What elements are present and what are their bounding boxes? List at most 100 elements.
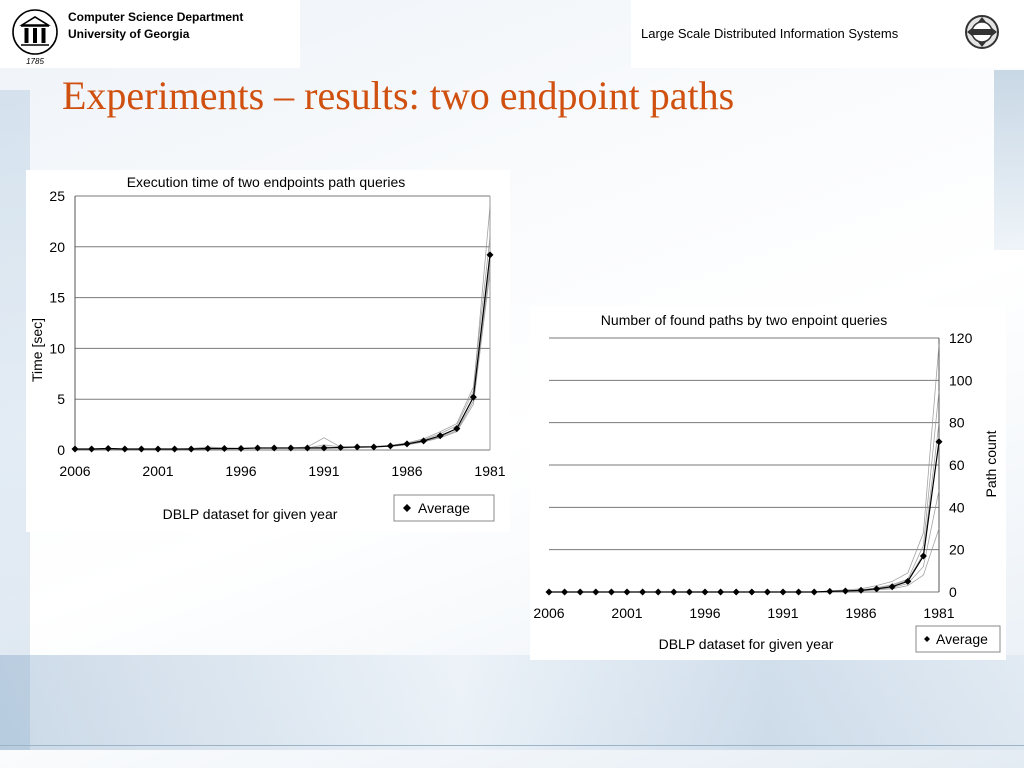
chart2-average-point [873,585,881,593]
chart1-x-tick-label: 2006 [59,463,90,479]
chart1-y-tick-label: 15 [49,290,65,306]
path-count-chart-svg: Number of found paths by two enpoint que… [533,312,1001,653]
chart1-average-point [386,442,394,450]
chart2-average-point [857,586,865,594]
chart1-average-point [237,444,245,452]
chart2-average-point [561,588,569,596]
chart2-average-point [779,588,787,596]
chart1-legend: Average [393,494,495,522]
chart1-legend-label: Average [418,500,470,516]
bottom-divider [0,745,1024,746]
chart2-legend: Average [915,625,1001,653]
chart2-y-tick-label: 120 [949,330,973,346]
chart1-y-tick-label: 0 [57,442,65,458]
chart1-x-tick-label: 1991 [308,463,339,479]
chart2-average-point [592,588,600,596]
chart2-average-point [670,588,678,596]
chart2-legend-marker [924,636,930,642]
path-count-chart: Number of found paths by two enpoint que… [530,306,1006,660]
chart1-y-tick-label: 20 [49,239,65,255]
chart2-average-point [654,588,662,596]
department-name: Computer Science Department [68,10,244,24]
chart1-average-point [436,432,444,440]
lab-name: Large Scale Distributed Information Syst… [641,26,899,41]
chart1-run-line [75,272,491,450]
chart1-run-line [75,265,491,450]
chart1-x-tick-label: 1986 [391,463,422,479]
execution-time-chart-svg: Execution time of two endpoints path que… [29,174,506,522]
chart2-x-tick-label: 1991 [767,605,798,621]
chart2-run-line [549,490,940,593]
chart1-y-tick-label: 5 [57,391,65,407]
chart1-y-tick-label: 25 [49,188,65,204]
chart1-average-point [71,445,79,453]
chart1-average-point [370,443,378,451]
background-bottom-band [0,655,1024,750]
chart2-y-tick-label: 60 [949,457,965,473]
chart1-x-tick-label: 1996 [225,463,256,479]
chart2-y-axis-label: Path count [983,430,999,497]
chart1-average-point [453,425,461,433]
chart2-run-line [549,344,940,593]
chart1-average-point [187,445,195,453]
chart2-run-line [549,390,940,593]
chart1-average-point [353,443,361,451]
chart2-average-point [763,588,771,596]
chart1-average-point [154,445,162,453]
chart1-average-point [254,444,262,452]
header-right: Large Scale Distributed Information Syst… [631,0,1024,68]
chart2-average-point [810,588,818,596]
chart2-average-point [748,588,756,596]
chart2-average-point [545,588,553,596]
chart1-average-point [469,393,477,401]
chart2-average-point [623,588,631,596]
chart2-average-point [701,588,709,596]
chart2-average-point [935,438,943,446]
chart2-average-point [904,577,912,585]
chart1-average-point [121,445,129,453]
seal-year: 1785 [26,57,44,66]
chart2-y-tick-label: 20 [949,542,965,558]
chart1-x-tick-label: 2001 [142,463,173,479]
lab-logo-icon [965,15,999,49]
chart1-average-point [204,444,212,452]
chart2-x-tick-label: 2001 [611,605,642,621]
background-left-strip [0,90,30,750]
slide-title: Experiments – results: two endpoint path… [62,73,735,118]
chart2-x-tick-label: 2006 [533,605,564,621]
chart1-title: Execution time of two endpoints path que… [127,174,406,190]
university-seal-icon: 1785 [12,9,58,66]
chart1-x-tick-label: 1981 [474,463,505,479]
chart2-average-point [576,588,584,596]
chart1-average-point [420,437,428,445]
chart1-x-axis-label: DBLP dataset for given year [163,506,338,522]
chart2-y-tick-label: 0 [949,584,957,600]
chart1-average-point [287,444,295,452]
chart1-average-point [403,440,411,448]
chart2-run-line [549,528,940,593]
chart1-average-point [220,444,228,452]
chart2-y-tick-label: 100 [949,372,973,388]
chart2-y-tick-label: 80 [949,415,965,431]
chart1-y-axis-label: Time [sec] [29,318,45,382]
chart2-average-point [639,588,647,596]
chart1-average-point [320,444,328,452]
chart1-average-point [337,443,345,451]
chart1-average-point [486,251,494,259]
execution-time-chart: Execution time of two endpoints path que… [26,170,510,532]
chart2-x-tick-label: 1986 [845,605,876,621]
chart2-average-point [888,583,896,591]
chart2-x-axis-label: DBLP dataset for given year [659,636,834,652]
background-right-strip [994,70,1024,250]
chart1-average-point [270,444,278,452]
chart2-title: Number of found paths by two enpoint que… [601,312,887,328]
chart2-average-point [685,588,693,596]
chart1-average-point [303,444,311,452]
chart1-run-line [75,206,491,450]
chart2-average-point [919,552,927,560]
chart1-average-point [137,445,145,453]
chart2-average-point [717,588,725,596]
university-name: University of Georgia [68,27,190,41]
chart2-y-tick-label: 40 [949,499,965,515]
chart1-run-line [75,236,491,450]
